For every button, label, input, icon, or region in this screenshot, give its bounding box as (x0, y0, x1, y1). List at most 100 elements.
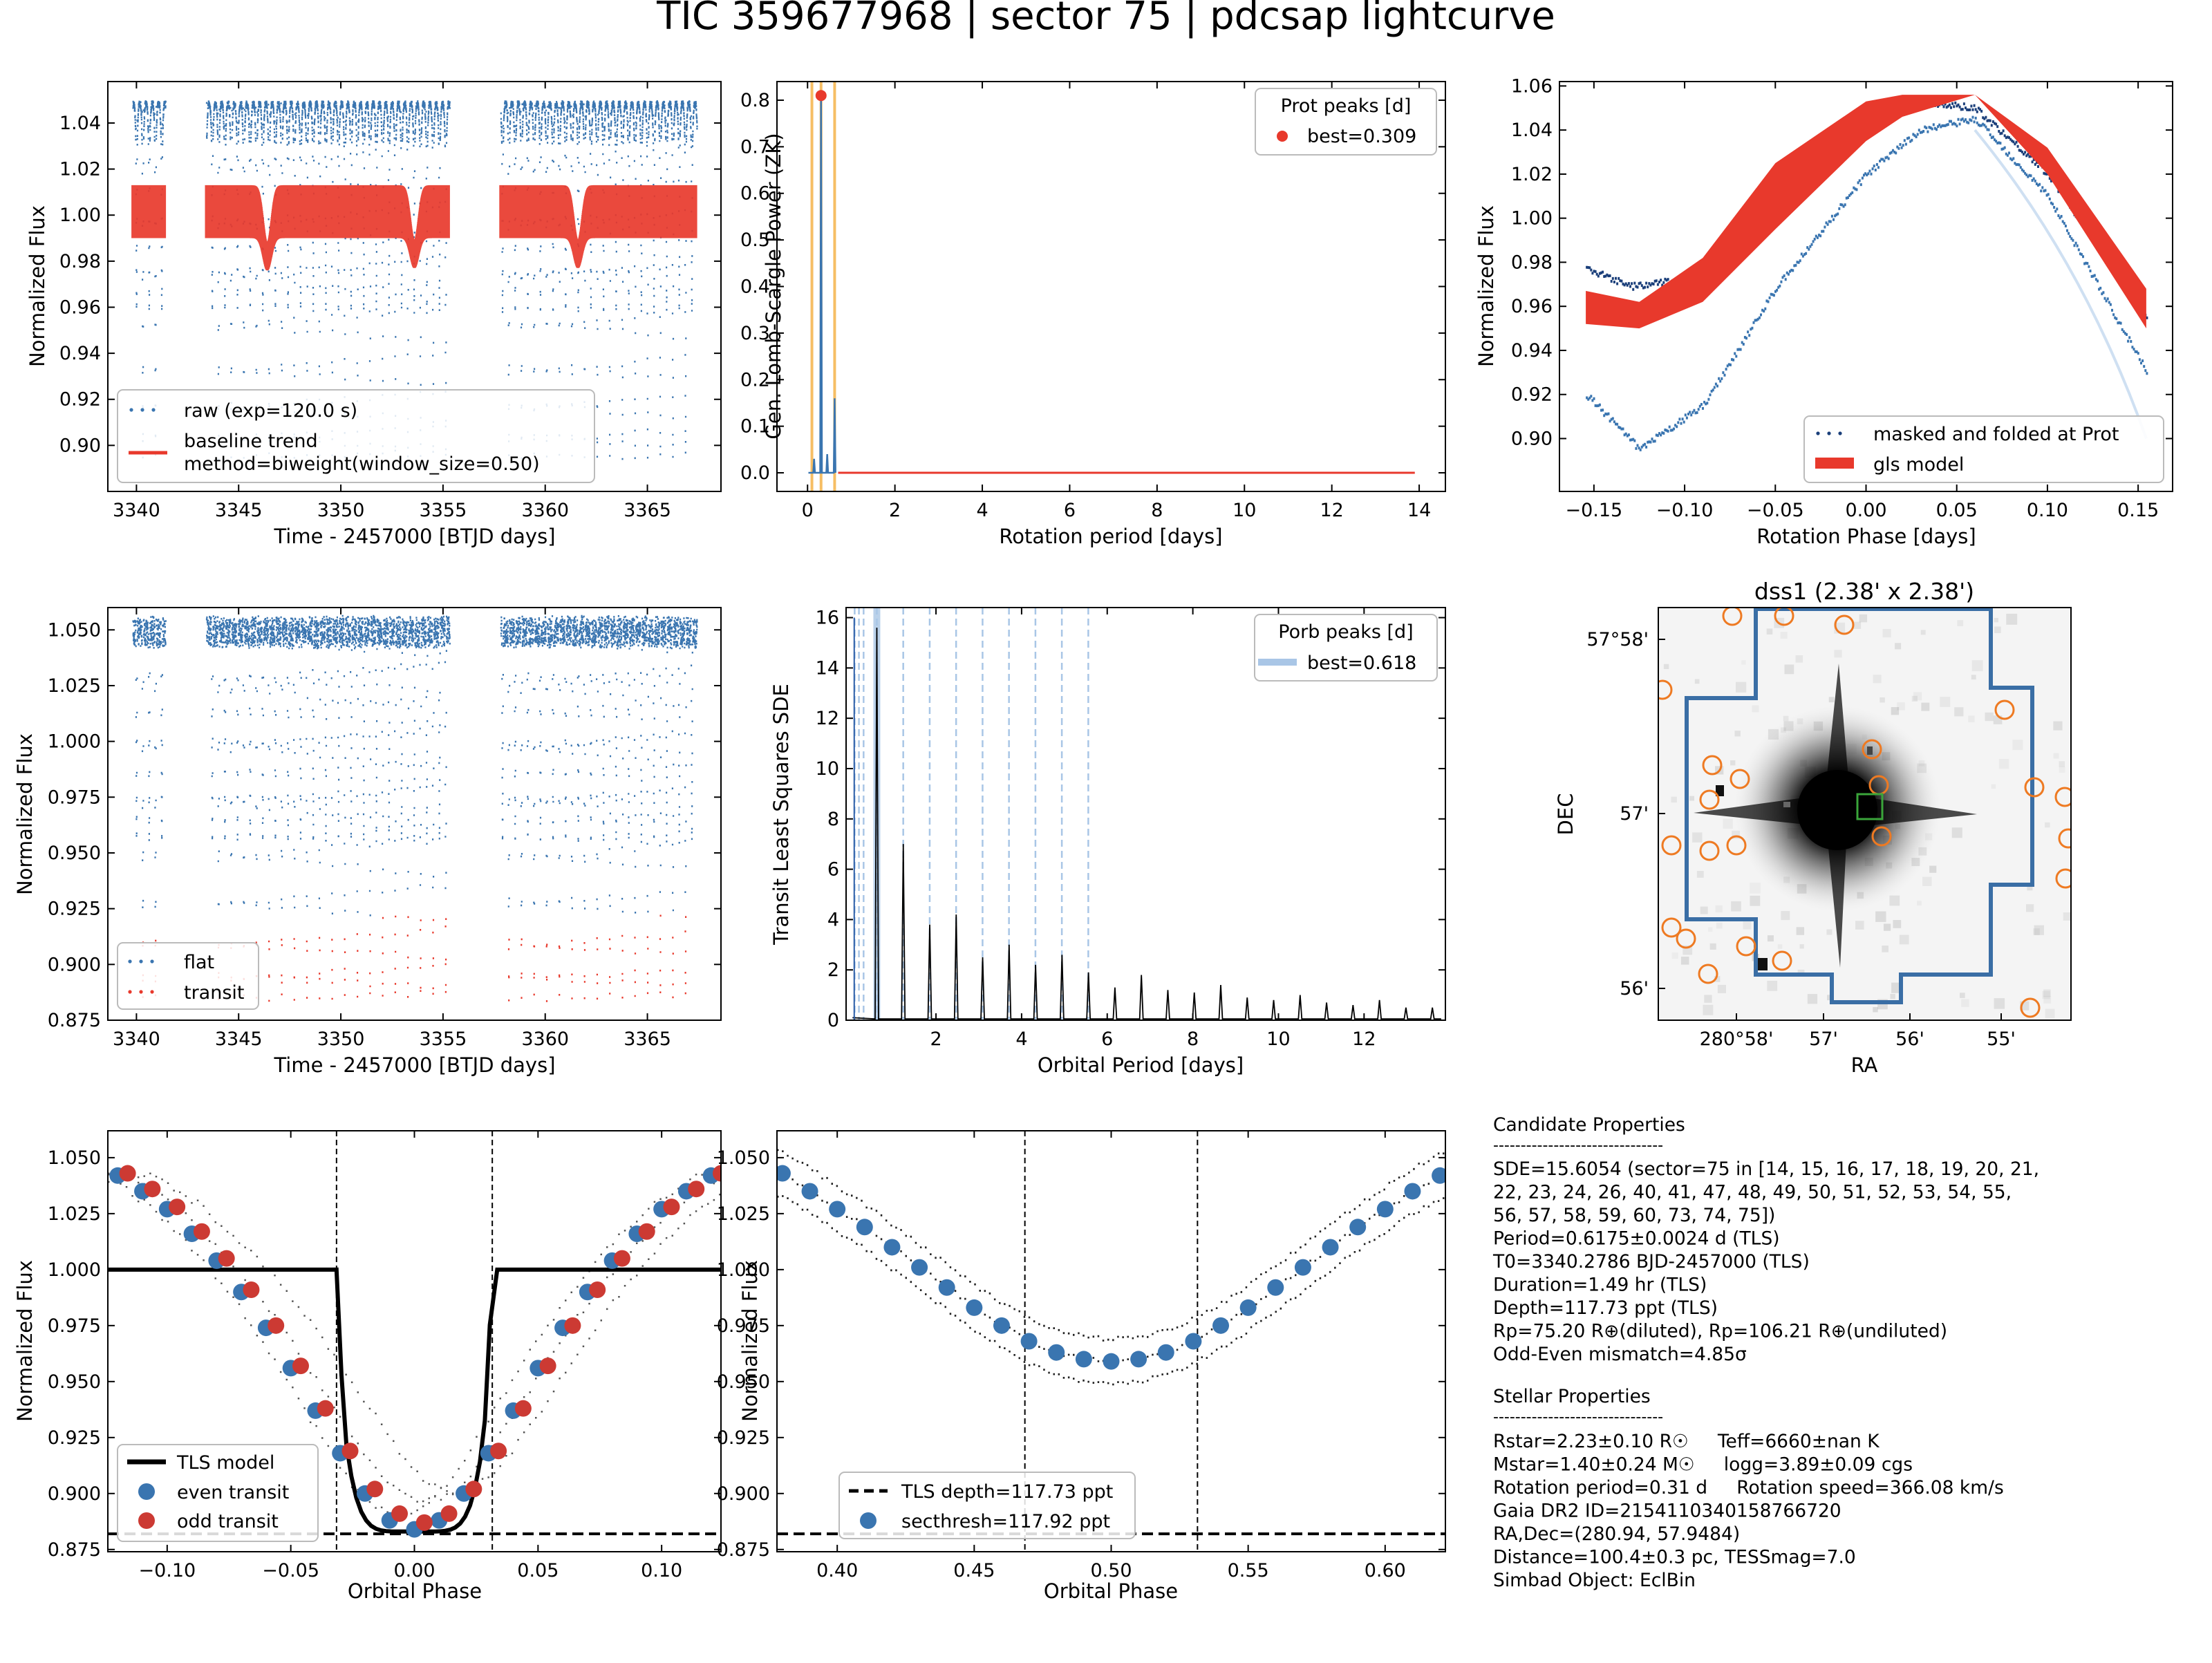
x-tick-label: 0 (802, 500, 814, 521)
sky-noise (1783, 715, 1789, 722)
flat-xlabel: Time - 2457000 [BTJD days] (273, 1053, 555, 1077)
odd-transit-point (341, 1443, 359, 1460)
sky-noise (2025, 904, 2034, 912)
sky-noise (1694, 679, 1700, 684)
binned-point (1239, 1299, 1257, 1316)
sky-noise (1704, 995, 1712, 1003)
candidate-line: SDE=15.6054 (sector=75 in [14, 15, 16, 1… (1493, 1158, 2039, 1180)
y-tick-label: 0.7 (740, 136, 770, 158)
x-tick-label: −0.10 (1656, 500, 1714, 521)
y-tick-label: 0.975 (48, 1315, 101, 1337)
y-tick-label: 1.04 (1511, 120, 1553, 141)
sky-noise (1750, 883, 1761, 894)
sky-noise (2053, 721, 2063, 731)
y-tick-label: 0.90 (59, 435, 101, 456)
candidate-line: T0=3340.2786 BJD-2457000 (TLS) (1492, 1251, 1810, 1272)
candidate-line: 56, 57, 58, 59, 60, 73, 74, 75]) (1493, 1205, 1775, 1226)
odd-transit-point (243, 1281, 260, 1298)
sky-noise (1723, 818, 1733, 829)
sky-noise (2053, 753, 2059, 759)
y-tick-label: 0.6 (740, 183, 770, 205)
x-tick-label: 3365 (624, 1028, 671, 1050)
gaia-source (1726, 835, 1747, 856)
odd-transit-point (193, 1223, 210, 1240)
legend-raw-marker (129, 408, 156, 412)
field-star (1716, 746, 1873, 970)
sky-noise (1700, 906, 1708, 914)
legend-even-marker (138, 1483, 155, 1500)
binned-point (993, 1317, 1010, 1334)
sky-noise (1708, 927, 1713, 932)
sky-noise (1920, 630, 1926, 635)
binned-point (1075, 1351, 1092, 1368)
x-tick-label: 0.45 (953, 1560, 995, 1581)
binned-point (911, 1259, 928, 1276)
x-tick-label: 3350 (317, 500, 365, 521)
y-tick-label: 2 (827, 959, 839, 981)
binned-point (1048, 1344, 1065, 1361)
x-tick-label: 3355 (420, 500, 467, 521)
binned-point (1185, 1333, 1202, 1350)
x-tick-label: 4 (1015, 1028, 1027, 1050)
sky-noise (1890, 993, 1895, 999)
sky-noise (1893, 920, 1902, 928)
gaia-source (1699, 789, 1720, 810)
legend-depth-label: TLS depth=117.73 ppt (901, 1481, 1113, 1503)
x-tick-label: 0.55 (1228, 1560, 1269, 1581)
binned-point (856, 1219, 873, 1236)
odd-transit-point (465, 1481, 482, 1498)
y-tick-label: 0.98 (59, 251, 101, 272)
sky-noise (1873, 1007, 1878, 1013)
y-tick-label: 0.875 (48, 1010, 101, 1031)
tls-legend: Porb peaks [d] best=0.618 (1254, 614, 1438, 682)
sky-noise (1899, 934, 1909, 945)
phase-folded-primary-panel: −0.10 −0.05 0.00 0.05 0.10 0.875 0.900 0.925 0.9… (13, 1130, 722, 1603)
folded-lower-branch (1586, 115, 2148, 451)
y-tick-label: 0.94 (1511, 340, 1553, 361)
binned-point (1130, 1351, 1147, 1368)
x-tick-label: 10 (1266, 1028, 1290, 1050)
gaia-source (1698, 964, 1718, 984)
x-tick-label: 3365 (624, 500, 671, 521)
gaia-source (1774, 608, 1794, 626)
odd-transit-point (119, 1165, 136, 1182)
x-tick-label: 57' (1809, 1028, 1838, 1050)
binned-point (801, 1183, 818, 1200)
y-tick-label: 57' (1620, 803, 1649, 825)
x-tick-label: 4 (976, 500, 988, 521)
flat-ylabel: Normalized Flux (13, 733, 37, 895)
x-tick-label: 0.05 (1936, 500, 1978, 521)
aperture-outline (1685, 608, 2034, 1004)
y-tick-label: 1.04 (59, 113, 101, 134)
binned-point (829, 1201, 846, 1218)
primary-ylabel: Normalized Flux (13, 1260, 37, 1422)
candidate-heading: Candidate Properties (1493, 1114, 1685, 1136)
sky-noise (1961, 999, 1969, 1007)
tls-ylabel: Transit Least Squares SDE (769, 684, 793, 946)
x-tick-label: 10 (1232, 500, 1256, 521)
y-tick-label: 1.00 (59, 205, 101, 226)
gaia-source (1834, 614, 1855, 635)
legend-even-label: even transit (177, 1482, 289, 1503)
dss-image-panel: dss1 (2.38' x 2.38') 280°58' 57' 56' 55' 57°… (1554, 578, 2072, 1077)
rotation-ylabel: Normalized Flux (1474, 205, 1498, 367)
sky-noise (1703, 1004, 1714, 1015)
y-tick-label: 14 (816, 657, 839, 679)
raw-lightcurve-legend: raw (exp=120.0 s) baseline trend method=b… (117, 389, 595, 483)
sky-noise (1880, 697, 1885, 703)
sky-noise (1855, 921, 1864, 930)
candidate-line: Rp=75.20 R⊕(diluted), Rp=106.21 R⊕(undil… (1493, 1321, 1947, 1342)
sky-noise (2045, 822, 2050, 828)
y-tick-label: 0.950 (48, 843, 101, 864)
y-tick-label: 0.92 (1511, 384, 1553, 406)
sky-noise (1752, 705, 1759, 713)
odd-transit-point (638, 1223, 655, 1240)
gaia-source (1994, 699, 2015, 720)
sky-noise (1692, 832, 1703, 843)
legend-tls-model-label: TLS model (176, 1452, 274, 1474)
x-tick-label: 3340 (113, 1028, 160, 1050)
y-tick-label: 0.925 (48, 1427, 101, 1449)
y-tick-label: 0.3 (740, 323, 770, 344)
odd-transit-point (539, 1357, 556, 1375)
